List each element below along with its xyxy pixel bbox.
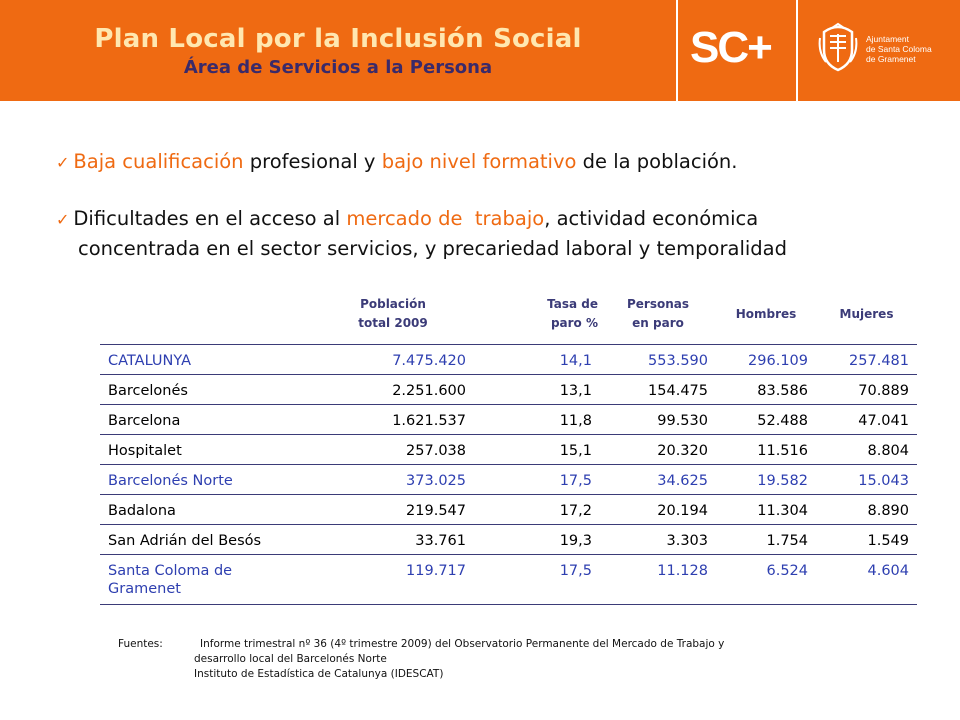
source-line: Instituto de Estadística de Catalunya (I… (194, 668, 444, 680)
table-row: Barcelona 1.621.537 11,8 99.530 52.488 4… (100, 404, 917, 435)
row-name: Badalona (100, 494, 312, 525)
cell-tasa: 14,1 (474, 344, 600, 375)
sources-lines: Informe trimestral nº 36 (4º trimestre 2… (194, 637, 934, 682)
page-subtitle: Área de Servicios a la Persona (183, 57, 493, 78)
source-line: Informe trimestral nº 36 (4º trimestre 2… (200, 638, 725, 650)
column-header-hombres: Hombres (735, 306, 797, 321)
table-row: Badalona 219.547 17,2 20.194 11.304 8.89… (100, 494, 917, 525)
table-row: Barcelonés Norte 373.025 17,5 34.625 19.… (100, 464, 917, 495)
header-bar: Plan Local por la Inclusión Social Área … (0, 0, 960, 101)
table-row: Hospitalet 257.038 15,1 20.320 11.516 8.… (100, 434, 917, 465)
cell-poblacion: 119.717 (312, 554, 474, 605)
cell-tasa: 15,1 (474, 434, 600, 465)
sources-label: Fuentes: (118, 638, 163, 650)
bullet-cualificacion: ✓ Baja cualificación profesional y bajo n… (56, 150, 738, 173)
cell-hombres: 52.488 (716, 404, 816, 435)
cell-personas: 553.590 (600, 344, 716, 375)
cell-mujeres: 15.043 (816, 464, 917, 495)
cell-poblacion: 1.621.537 (312, 404, 474, 435)
table-row: CATALUNYA 7.475.420 14,1 553.590 296.109… (100, 344, 917, 375)
cell-hombres: 83.586 (716, 374, 816, 405)
row-name: Hospitalet (100, 434, 312, 465)
sc-plus-logo: SC+ (690, 23, 773, 72)
cell-personas: 99.530 (600, 404, 716, 435)
column-header-poblacion: Población total 2009 (358, 297, 428, 330)
cell-mujeres: 8.890 (816, 494, 917, 525)
column-header-personas: Personas en paro (626, 297, 690, 330)
cell-poblacion: 373.025 (312, 464, 474, 495)
cell-mujeres: 1.549 (816, 524, 917, 555)
column-header-mujeres: Mujeres (839, 306, 894, 321)
cell-personas: 20.320 (600, 434, 716, 465)
cell-tasa: 11,8 (474, 404, 600, 435)
cell-personas: 34.625 (600, 464, 716, 495)
page-title: Plan Local por la Inclusión Social (94, 24, 582, 54)
checkmark-icon: ✓ (56, 153, 70, 172)
cell-tasa: 17,5 (474, 554, 600, 605)
row-name: Barcelonés Norte (100, 464, 312, 495)
cell-personas: 154.475 (600, 374, 716, 405)
header-divider (796, 0, 798, 101)
table-row: Santa Coloma de Gramenet 119.717 17,5 11… (100, 554, 917, 605)
header-divider (676, 0, 678, 101)
cell-mujeres: 4.604 (816, 554, 917, 605)
bullet-mercado-trabajo-line2: concentrada en el sector servicios, y pr… (78, 237, 787, 260)
cell-hombres: 11.516 (716, 434, 816, 465)
cell-personas: 11.128 (600, 554, 716, 605)
cell-mujeres: 70.889 (816, 374, 917, 405)
column-header-tasa: Tasa de paro % (547, 297, 598, 330)
cell-poblacion: 2.251.600 (312, 374, 474, 405)
table-header-row: Población total 2009 Tasa de paro % Person… (100, 284, 917, 345)
row-name: Santa Coloma de Gramenet (100, 554, 312, 605)
row-name: San Adrián del Besós (100, 524, 312, 555)
cell-tasa: 13,1 (474, 374, 600, 405)
cell-poblacion: 33.761 (312, 524, 474, 555)
cell-tasa: 19,3 (474, 524, 600, 555)
cell-hombres: 1.754 (716, 524, 816, 555)
cell-poblacion: 219.547 (312, 494, 474, 525)
cell-tasa: 17,5 (474, 464, 600, 495)
cell-poblacion: 257.038 (312, 434, 474, 465)
source-line: desarrollo local del Barcelonés Norte (194, 653, 387, 665)
cell-mujeres: 8.804 (816, 434, 917, 465)
table-row: San Adrián del Besós 33.761 19,3 3.303 1… (100, 524, 917, 555)
ajuntament-label: Ajuntament de Santa Coloma de Gramenet (866, 34, 932, 64)
cell-personas: 3.303 (600, 524, 716, 555)
cell-hombres: 19.582 (716, 464, 816, 495)
cell-hombres: 296.109 (716, 344, 816, 375)
checkmark-icon: ✓ (56, 210, 70, 229)
cell-poblacion: 7.475.420 (312, 344, 474, 375)
bullet-mercado-trabajo: ✓ Dificultades en el acceso al mercado de… (56, 207, 759, 230)
row-name: Barcelonés (100, 374, 312, 405)
cell-tasa: 17,2 (474, 494, 600, 525)
row-name: CATALUNYA (100, 344, 312, 375)
cell-mujeres: 47.041 (816, 404, 917, 435)
column-header-name (100, 284, 312, 345)
cell-mujeres: 257.481 (816, 344, 917, 375)
cell-hombres: 11.304 (716, 494, 816, 525)
cell-hombres: 6.524 (716, 554, 816, 605)
table-row: Barcelonés 2.251.600 13,1 154.475 83.586… (100, 374, 917, 405)
row-name: Barcelona (100, 404, 312, 435)
city-crest-icon (818, 22, 858, 72)
unemployment-table: Población total 2009 Tasa de paro % Person… (100, 284, 917, 605)
title-block: Plan Local por la Inclusión Social Área … (0, 24, 676, 80)
cell-personas: 20.194 (600, 494, 716, 525)
